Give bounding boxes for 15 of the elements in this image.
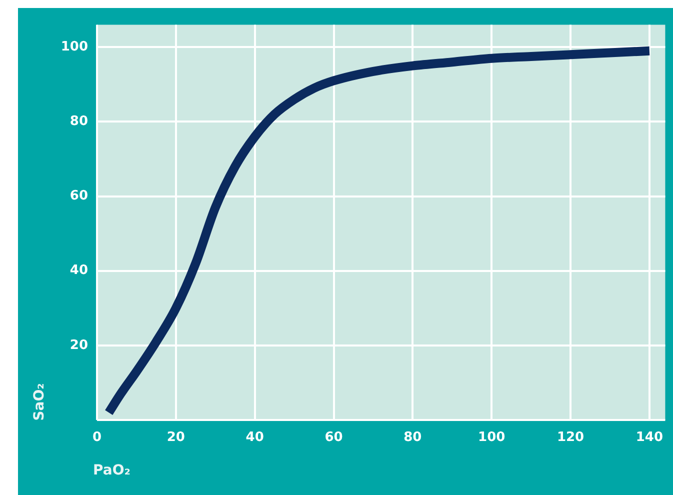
x-tick-label: 40 bbox=[246, 430, 264, 446]
x-tick-label: 20 bbox=[166, 430, 185, 446]
x-tick-label: 140 bbox=[636, 430, 663, 446]
y-axis-title: SaO₂ bbox=[32, 383, 48, 421]
y-tick-label: 20 bbox=[70, 338, 88, 353]
y-tick-label: 60 bbox=[70, 188, 88, 204]
x-tick-label: 120 bbox=[556, 430, 584, 446]
y-tick-label: 100 bbox=[60, 40, 88, 55]
x-tick-label: 100 bbox=[478, 430, 506, 446]
x-tick-label: 60 bbox=[324, 430, 343, 446]
x-tick-label: 0 bbox=[92, 430, 102, 446]
y-tick-label: 80 bbox=[70, 114, 88, 130]
x-axis-title: PaO₂ bbox=[93, 462, 130, 479]
y-tick-label: 40 bbox=[70, 263, 88, 278]
x-tick-label: 80 bbox=[404, 430, 422, 446]
